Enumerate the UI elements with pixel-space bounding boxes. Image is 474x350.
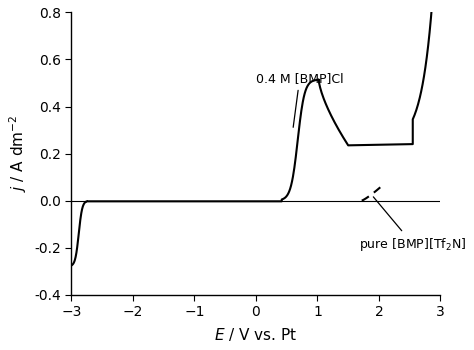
X-axis label: $E$ / V vs. Pt: $E$ / V vs. Pt [214, 326, 298, 343]
Y-axis label: $j$ / A dm$^{-2}$: $j$ / A dm$^{-2}$ [7, 115, 28, 192]
Text: pure [BMP][Tf$_2$N]: pure [BMP][Tf$_2$N] [359, 197, 467, 253]
Text: 0.4 M [BMP]Cl: 0.4 M [BMP]Cl [256, 72, 344, 127]
